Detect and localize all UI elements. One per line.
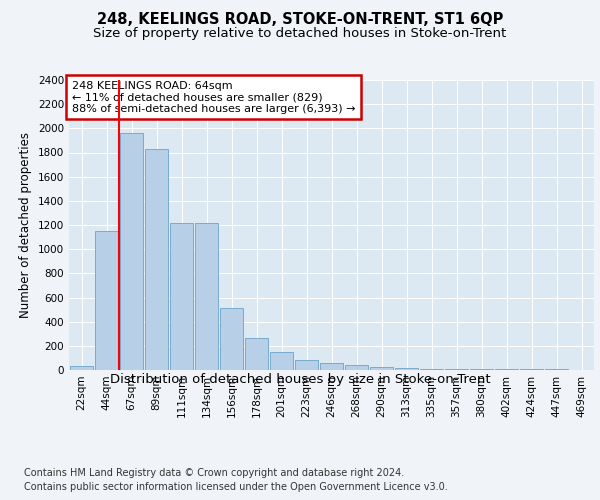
Bar (420, 368, 443, 370)
Bar (470, 369, 493, 370)
Bar (120, 133, 143, 370)
Bar (345, 364, 368, 370)
Bar (195, 222, 218, 370)
Bar (70, 366, 93, 370)
Text: 248, KEELINGS ROAD, STOKE-ON-TRENT, ST1 6QP: 248, KEELINGS ROAD, STOKE-ON-TRENT, ST1 … (97, 12, 503, 28)
Bar (320, 364, 343, 370)
Text: Size of property relative to detached houses in Stoke-on-Trent: Size of property relative to detached ho… (94, 28, 506, 40)
Bar (370, 367, 393, 370)
Bar (495, 369, 518, 370)
Bar (445, 369, 468, 370)
Text: Distribution of detached houses by size in Stoke-on-Trent: Distribution of detached houses by size … (110, 372, 490, 386)
Y-axis label: Number of detached properties: Number of detached properties (19, 132, 32, 318)
Bar (295, 360, 318, 370)
Bar (95, 231, 118, 370)
Bar (395, 368, 418, 370)
Bar (170, 222, 193, 370)
Bar (145, 149, 168, 370)
Bar (245, 338, 268, 370)
Bar (220, 308, 243, 370)
Text: Contains HM Land Registry data © Crown copyright and database right 2024.: Contains HM Land Registry data © Crown c… (24, 468, 404, 477)
Bar (270, 352, 293, 370)
Text: Contains public sector information licensed under the Open Government Licence v3: Contains public sector information licen… (24, 482, 448, 492)
Text: 248 KEELINGS ROAD: 64sqm
← 11% of detached houses are smaller (829)
88% of semi-: 248 KEELINGS ROAD: 64sqm ← 11% of detach… (71, 80, 355, 114)
